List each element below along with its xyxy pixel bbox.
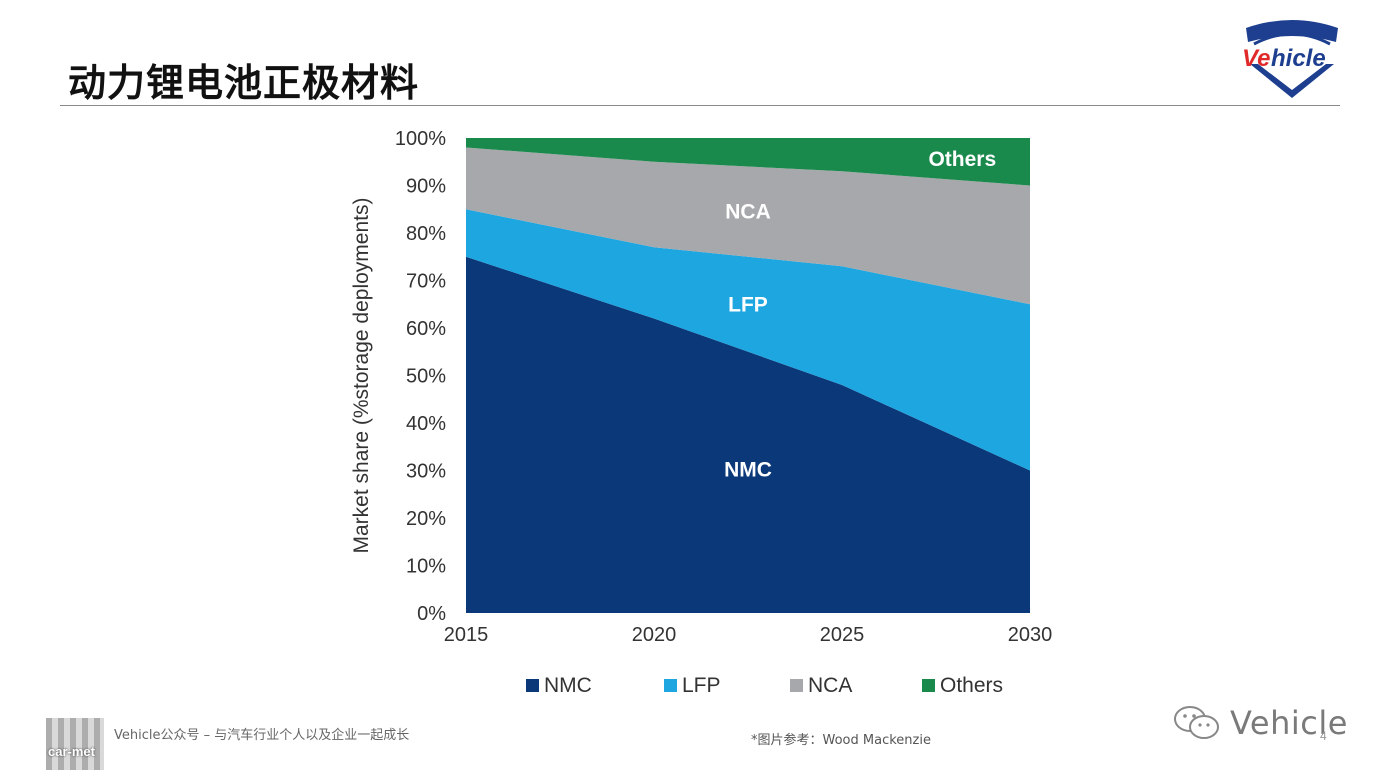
legend-swatch-others xyxy=(922,679,935,692)
y-tick-label: 30% xyxy=(406,461,446,483)
legend-label-nmc: NMC xyxy=(544,674,592,697)
y-tick-label: 60% xyxy=(406,318,446,340)
logo-shield xyxy=(1246,20,1338,42)
x-tick-label: 2025 xyxy=(820,624,865,646)
area-others xyxy=(466,138,1030,186)
logo-text-hicle: hicle xyxy=(1271,45,1326,72)
slide-title: 动力锂电池正极材料 xyxy=(68,61,420,105)
legend-label-nca: NCA xyxy=(808,674,852,697)
logo-car-arc xyxy=(1253,32,1331,46)
area-lfp xyxy=(466,209,1030,471)
wechat-brand: Vehicle xyxy=(1172,703,1348,743)
footer-slogan: Vehicle公众号 – 与汽车行业个人以及企业一起成长 xyxy=(114,728,410,743)
legend-label-others: Others xyxy=(940,674,1003,697)
y-tick-label: 80% xyxy=(406,223,446,245)
area-label-others: Others xyxy=(928,148,996,171)
x-tick-label: 2015 xyxy=(444,624,489,646)
title-divider xyxy=(60,105,1340,106)
legend-swatch-nmc xyxy=(526,679,539,692)
y-tick-label: 10% xyxy=(406,556,446,578)
y-axis-title: Market share (%storage deployments) xyxy=(350,198,373,554)
area-label-lfp: LFP xyxy=(728,293,768,316)
logo-shield-bottom xyxy=(1250,64,1334,98)
x-tick-label: 2030 xyxy=(1008,624,1053,646)
y-tick-label: 20% xyxy=(406,508,446,530)
page-number: 4 xyxy=(1320,729,1327,743)
market-share-chart: NMC LFP NCA Others 0% 10% 20% 30% 40% 50% 60% 70% 80… xyxy=(350,128,1053,697)
legend-label-lfp: LFP xyxy=(682,674,721,697)
area-nca xyxy=(466,147,1030,305)
y-tick-label: 100% xyxy=(395,128,446,150)
wechat-brand-text: Vehicle xyxy=(1230,704,1348,742)
area-nmc xyxy=(466,256,1030,613)
x-tick-label: 2020 xyxy=(632,624,677,646)
y-tick-label: 40% xyxy=(406,413,446,435)
logo-text-ve: Ve xyxy=(1242,45,1270,72)
area-label-nca: NCA xyxy=(725,201,771,224)
legend-swatch-lfp xyxy=(664,679,677,692)
footer-source: *图片参考：Wood Mackenzie xyxy=(751,733,931,748)
legend-swatch-nca xyxy=(790,679,803,692)
y-tick-label: 50% xyxy=(406,366,446,388)
y-tick-label: 90% xyxy=(406,176,446,198)
y-tick-label: 70% xyxy=(406,271,446,293)
area-label-nmc: NMC xyxy=(724,458,772,481)
qr-code-label: car-met xyxy=(48,744,95,759)
vehicle-logo: Ve hicle xyxy=(1242,20,1338,98)
y-tick-label: 0% xyxy=(417,603,446,625)
qr-code-image xyxy=(46,718,104,770)
wechat-icon xyxy=(1174,706,1219,739)
